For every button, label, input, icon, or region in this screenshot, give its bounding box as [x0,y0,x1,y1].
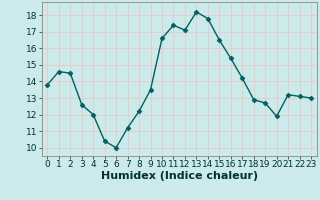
X-axis label: Humidex (Indice chaleur): Humidex (Indice chaleur) [100,171,258,181]
